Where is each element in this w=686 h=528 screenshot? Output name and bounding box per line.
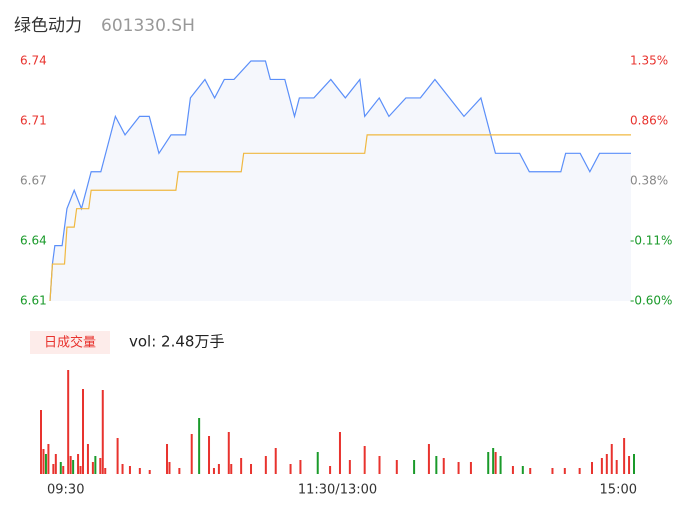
volume-bar: [600, 458, 603, 474]
price-area: [50, 61, 631, 301]
badge-bg: [30, 331, 110, 354]
volume-bar: [274, 448, 277, 474]
volume-bar: [82, 389, 85, 474]
volume-bar: [457, 462, 460, 474]
volume-bar: [264, 456, 267, 474]
volume-bar: [628, 456, 631, 474]
y2-tick-label: 1.35%: [630, 54, 668, 68]
volume-bar: [511, 466, 514, 474]
volume-bar: [217, 464, 220, 474]
volume-bar: [529, 468, 532, 474]
volume-bar: [44, 454, 47, 474]
volume-bar: [230, 464, 233, 474]
volume-bar: [198, 418, 201, 474]
volume-bar: [605, 454, 608, 474]
x-tick-label: 11:30/13:00: [298, 483, 377, 498]
volume-bar: [633, 454, 635, 474]
volume-bar: [208, 436, 211, 474]
volume-bar: [250, 464, 253, 474]
badge: 日成交量: [44, 335, 96, 351]
volume-bar: [67, 370, 70, 474]
y-tick-label: 6.64: [20, 234, 47, 248]
subtitle: 601330.SH: [101, 16, 195, 36]
average-line: [49, 134, 631, 302]
volume-bar: [427, 444, 430, 474]
volume-bar: [77, 454, 80, 474]
volume-bar: [121, 464, 124, 474]
y-tick-label: 6.74: [20, 54, 47, 68]
volume-bar: [492, 448, 495, 474]
volume-bar: [551, 468, 554, 474]
volume-bar: [299, 460, 302, 474]
y2-tick-label: -0.11%: [630, 234, 672, 248]
volume-bar: [52, 464, 55, 474]
volume-bar: [138, 468, 141, 474]
y2-tick-label: -0.60%: [630, 294, 672, 308]
volume-bar: [47, 444, 50, 474]
volume-bar: [94, 456, 97, 474]
volume-bar: [610, 444, 613, 474]
volume-bar: [487, 452, 490, 474]
volume-bar: [148, 470, 151, 474]
volume-bar: [178, 468, 181, 474]
volume-bar: [623, 438, 626, 474]
volume-bar: [378, 456, 381, 474]
volume-bar: [494, 452, 497, 474]
volume-bar: [521, 466, 524, 474]
volume-bar: [615, 460, 618, 474]
volume-bar: [499, 456, 502, 474]
volume-bar: [42, 449, 45, 474]
y2-tick-label: 0.38%: [630, 174, 668, 188]
volume-bar: [563, 468, 566, 474]
x-tick-label: 15:00: [600, 483, 637, 498]
volume-bar: [289, 464, 292, 474]
volume-bar: [99, 458, 102, 474]
y2-tick-label: 0.86%: [630, 114, 668, 128]
price-line: [49, 60, 631, 302]
volume-bar: [104, 468, 107, 474]
volume-bar: [413, 460, 416, 474]
volume-bar: [329, 466, 332, 474]
volume-bar: [435, 456, 438, 474]
volume-bar: [227, 432, 230, 474]
volume-bar: [316, 452, 319, 474]
volume-bar: [168, 462, 171, 474]
volume-bar: [578, 468, 581, 474]
volume-bar: [469, 462, 472, 474]
x-tick-label: 09:30: [47, 483, 84, 498]
volume-bar: [91, 462, 94, 474]
volume-bar: [338, 432, 341, 474]
volume-bar: [116, 438, 119, 474]
volume-bar: [69, 456, 72, 474]
volume-bar: [442, 458, 445, 474]
annotation: vol: 2.48万手: [129, 333, 224, 351]
volume-bar: [54, 454, 57, 474]
y-tick-label: 6.71: [20, 114, 47, 128]
title: 绿色动力: [14, 16, 82, 36]
volume-bar: [190, 434, 193, 474]
volume-bar: [62, 466, 65, 474]
volume-bar: [86, 444, 89, 474]
volume-bar: [79, 466, 82, 474]
volume-bar: [590, 462, 593, 474]
volume-bar: [101, 390, 104, 474]
volume-bar: [212, 468, 215, 474]
volume-bar: [363, 446, 366, 474]
volume-bar: [128, 466, 131, 474]
volume-bar: [40, 410, 42, 474]
volume-bar: [348, 460, 351, 474]
volume-bar: [166, 444, 169, 474]
volume-bar: [240, 458, 243, 474]
volume-bar: [59, 462, 62, 474]
y-tick-label: 6.67: [20, 174, 47, 188]
volume-bar: [72, 460, 75, 474]
volume-bar: [395, 460, 398, 474]
y-tick-label: 6.61: [20, 294, 47, 308]
